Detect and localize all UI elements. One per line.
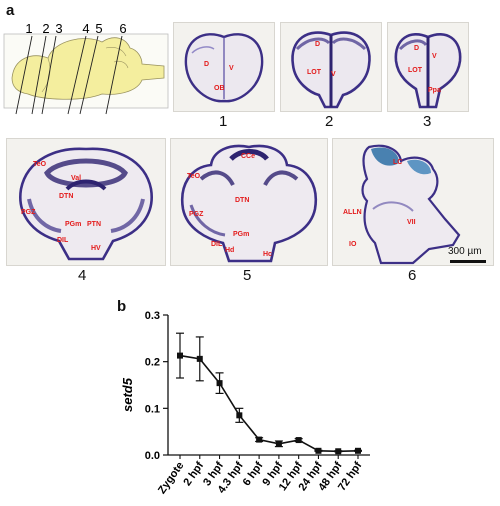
- label-lc: LC: [393, 159, 403, 166]
- label-pgm: PGm: [65, 221, 82, 228]
- section-image-2: D LOT V: [280, 22, 382, 112]
- label-hv: HV: [91, 245, 101, 252]
- section-image-3: D V LOT Ppa: [387, 22, 469, 112]
- data-point: [256, 436, 263, 443]
- scale-bar: [450, 260, 486, 263]
- section-number-5: 5: [243, 267, 252, 284]
- line-label-3: 3: [55, 21, 62, 36]
- x-tick-label: Zygote: [156, 460, 187, 496]
- data-point: [236, 412, 243, 419]
- section-number-4: 4: [78, 267, 87, 284]
- section-line-5: [79, 35, 99, 115]
- y-tick-label: 0.0: [145, 450, 160, 462]
- label-ppa: Ppa: [428, 87, 441, 94]
- section-line-4: [67, 35, 87, 115]
- data-point: [275, 440, 282, 447]
- label-d: D: [315, 41, 321, 48]
- data-point: [335, 448, 342, 455]
- section-image-1: D V OB: [173, 22, 275, 112]
- section-image-6: LC ALLN VII IO: [332, 138, 494, 266]
- section-number-3: 3: [423, 113, 432, 130]
- line-label-6: 6: [119, 21, 126, 36]
- label-dtn: DTN: [59, 193, 74, 200]
- label-d: D: [414, 45, 420, 52]
- label-teo: TeO: [33, 161, 47, 168]
- section-line-6: [105, 35, 123, 115]
- section-number-6: 6: [408, 267, 417, 284]
- label-hd: Hd: [225, 247, 235, 254]
- label-ob: OB: [214, 85, 225, 92]
- label-v: V: [229, 65, 234, 72]
- brain-schematic: 1 2 3 4 5 6: [3, 21, 169, 115]
- scale-bar-label: 300 µm: [448, 246, 482, 257]
- label-cce: CCe: [241, 153, 256, 160]
- panel-b-letter: b: [117, 298, 127, 315]
- label-d: D: [204, 61, 210, 68]
- label-lot: LOT: [307, 69, 321, 76]
- x-tick-label: 2 hpf: [181, 460, 206, 489]
- chart-marks: [176, 332, 362, 455]
- section-image-4: TeO Val DTN PGZ PGm PTN DIL HV: [6, 138, 166, 266]
- label-pgm: PGm: [233, 231, 250, 238]
- label-hc: Hc: [263, 251, 272, 258]
- section-number-2: 2: [325, 113, 334, 130]
- section-image-5: CCe TeO DTN PGZ PGm DIL Hd Hc: [170, 138, 328, 266]
- data-point: [196, 355, 203, 362]
- data-point: [295, 437, 302, 444]
- x-tick-label: 6 hpf: [241, 460, 266, 489]
- data-point: [216, 380, 223, 387]
- label-val: Val: [71, 175, 82, 182]
- y-tick-label: 0.2: [145, 357, 160, 369]
- y-axis-label: setd5: [120, 377, 135, 412]
- section-number-1: 1: [219, 113, 228, 130]
- label-dil: DIL: [211, 241, 223, 248]
- data-point: [315, 447, 322, 454]
- section-line-3: [41, 35, 57, 115]
- line-label-4: 4: [82, 21, 89, 36]
- label-lot: LOT: [408, 67, 422, 74]
- y-tick-label: 0.1: [145, 403, 160, 415]
- line-label-1: 1: [25, 21, 32, 36]
- label-ptn: PTN: [87, 221, 101, 228]
- label-alln: ALLN: [343, 209, 362, 216]
- y-tick-label: 0.3: [145, 310, 160, 322]
- section-line-1: [15, 35, 33, 115]
- panel-a-letter: a: [6, 2, 15, 19]
- series-line: [179, 354, 359, 453]
- label-pgz: PGZ: [189, 211, 204, 218]
- line-label-5: 5: [95, 21, 102, 36]
- label-io: IO: [349, 241, 357, 248]
- label-dtn: DTN: [235, 197, 250, 204]
- label-dil: DIL: [57, 237, 69, 244]
- data-point: [177, 352, 183, 359]
- label-pgz: PGZ: [21, 209, 36, 216]
- line-label-2: 2: [42, 21, 49, 36]
- label-v: V: [432, 53, 437, 60]
- data-point: [355, 447, 361, 454]
- label-teo: TeO: [187, 173, 201, 180]
- label-v: V: [331, 71, 336, 78]
- section-line-2: [31, 35, 47, 115]
- label-vii: VII: [407, 219, 416, 226]
